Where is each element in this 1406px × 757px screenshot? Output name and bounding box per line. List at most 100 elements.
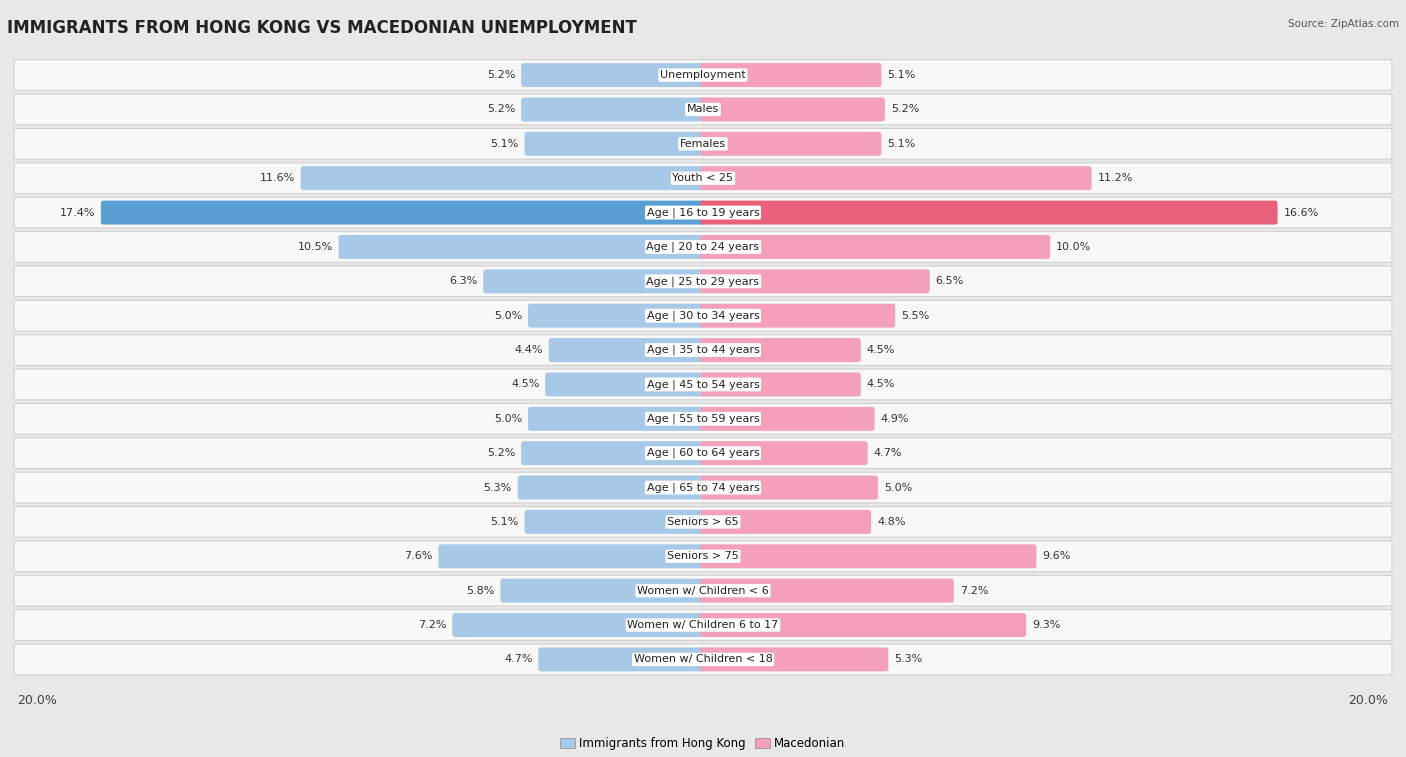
FancyBboxPatch shape [14, 198, 1392, 228]
Text: 9.6%: 9.6% [1042, 551, 1071, 561]
FancyBboxPatch shape [501, 578, 706, 603]
Legend: Immigrants from Hong Kong, Macedonian: Immigrants from Hong Kong, Macedonian [555, 733, 851, 755]
FancyBboxPatch shape [538, 647, 706, 671]
Text: Age | 25 to 29 years: Age | 25 to 29 years [647, 276, 759, 287]
FancyBboxPatch shape [546, 372, 706, 397]
FancyBboxPatch shape [548, 338, 706, 362]
FancyBboxPatch shape [700, 235, 1050, 259]
FancyBboxPatch shape [522, 63, 706, 87]
Text: Age | 30 to 34 years: Age | 30 to 34 years [647, 310, 759, 321]
FancyBboxPatch shape [14, 403, 1392, 435]
FancyBboxPatch shape [700, 372, 860, 397]
Text: 5.1%: 5.1% [491, 139, 519, 149]
FancyBboxPatch shape [14, 472, 1392, 503]
Text: 5.1%: 5.1% [887, 70, 915, 80]
Text: Age | 55 to 59 years: Age | 55 to 59 years [647, 413, 759, 424]
Text: 4.9%: 4.9% [880, 414, 908, 424]
FancyBboxPatch shape [14, 232, 1392, 262]
Text: 4.5%: 4.5% [510, 379, 540, 389]
FancyBboxPatch shape [700, 407, 875, 431]
Text: 5.0%: 5.0% [494, 310, 522, 321]
FancyBboxPatch shape [14, 369, 1392, 400]
Text: Age | 65 to 74 years: Age | 65 to 74 years [647, 482, 759, 493]
FancyBboxPatch shape [14, 644, 1392, 674]
Text: Women w/ Children < 6: Women w/ Children < 6 [637, 586, 769, 596]
FancyBboxPatch shape [700, 98, 884, 121]
Text: Males: Males [688, 104, 718, 114]
FancyBboxPatch shape [14, 94, 1392, 125]
Text: 7.2%: 7.2% [418, 620, 446, 630]
FancyBboxPatch shape [700, 647, 889, 671]
Text: 5.3%: 5.3% [894, 654, 922, 665]
Text: 5.0%: 5.0% [494, 414, 522, 424]
Text: 5.2%: 5.2% [486, 448, 515, 458]
Text: 5.5%: 5.5% [901, 310, 929, 321]
FancyBboxPatch shape [700, 544, 1036, 569]
Text: Age | 35 to 44 years: Age | 35 to 44 years [647, 344, 759, 355]
Text: 5.3%: 5.3% [484, 482, 512, 493]
FancyBboxPatch shape [522, 98, 706, 121]
Text: 5.2%: 5.2% [891, 104, 920, 114]
Text: 4.4%: 4.4% [515, 345, 543, 355]
FancyBboxPatch shape [524, 510, 706, 534]
Text: 4.5%: 4.5% [866, 379, 896, 389]
Text: 6.5%: 6.5% [935, 276, 963, 286]
Text: 6.3%: 6.3% [449, 276, 478, 286]
Text: 20.0%: 20.0% [17, 694, 58, 707]
Text: Age | 60 to 64 years: Age | 60 to 64 years [647, 448, 759, 459]
Text: 11.2%: 11.2% [1098, 173, 1133, 183]
Text: 5.2%: 5.2% [486, 70, 515, 80]
FancyBboxPatch shape [14, 266, 1392, 297]
Text: 4.8%: 4.8% [877, 517, 905, 527]
Text: Unemployment: Unemployment [661, 70, 745, 80]
Text: 5.2%: 5.2% [486, 104, 515, 114]
FancyBboxPatch shape [14, 301, 1392, 331]
FancyBboxPatch shape [700, 63, 882, 87]
FancyBboxPatch shape [700, 338, 860, 362]
Text: Source: ZipAtlas.com: Source: ZipAtlas.com [1288, 19, 1399, 29]
FancyBboxPatch shape [700, 201, 1278, 225]
Text: 16.6%: 16.6% [1284, 207, 1319, 217]
Text: 5.8%: 5.8% [467, 586, 495, 596]
FancyBboxPatch shape [14, 335, 1392, 366]
Text: 5.1%: 5.1% [491, 517, 519, 527]
FancyBboxPatch shape [14, 575, 1392, 606]
FancyBboxPatch shape [524, 132, 706, 156]
FancyBboxPatch shape [700, 510, 872, 534]
FancyBboxPatch shape [700, 269, 929, 293]
Text: 11.6%: 11.6% [260, 173, 295, 183]
Text: Seniors > 75: Seniors > 75 [666, 551, 740, 561]
Text: 20.0%: 20.0% [1348, 694, 1389, 707]
Text: Youth < 25: Youth < 25 [672, 173, 734, 183]
FancyBboxPatch shape [529, 407, 706, 431]
Text: 4.5%: 4.5% [866, 345, 896, 355]
Text: 5.0%: 5.0% [884, 482, 912, 493]
Text: Age | 16 to 19 years: Age | 16 to 19 years [647, 207, 759, 218]
FancyBboxPatch shape [339, 235, 706, 259]
FancyBboxPatch shape [700, 132, 882, 156]
Text: 17.4%: 17.4% [59, 207, 96, 217]
FancyBboxPatch shape [453, 613, 706, 637]
FancyBboxPatch shape [301, 167, 706, 190]
Text: Age | 45 to 54 years: Age | 45 to 54 years [647, 379, 759, 390]
FancyBboxPatch shape [700, 167, 1091, 190]
Text: 10.0%: 10.0% [1056, 242, 1091, 252]
Text: Women w/ Children 6 to 17: Women w/ Children 6 to 17 [627, 620, 779, 630]
FancyBboxPatch shape [517, 475, 706, 500]
FancyBboxPatch shape [700, 304, 896, 328]
FancyBboxPatch shape [700, 613, 1026, 637]
Text: 9.3%: 9.3% [1032, 620, 1060, 630]
Text: Seniors > 65: Seniors > 65 [668, 517, 738, 527]
FancyBboxPatch shape [14, 60, 1392, 90]
Text: IMMIGRANTS FROM HONG KONG VS MACEDONIAN UNEMPLOYMENT: IMMIGRANTS FROM HONG KONG VS MACEDONIAN … [7, 19, 637, 37]
FancyBboxPatch shape [14, 541, 1392, 572]
FancyBboxPatch shape [101, 201, 706, 225]
FancyBboxPatch shape [700, 578, 953, 603]
Text: Age | 20 to 24 years: Age | 20 to 24 years [647, 241, 759, 252]
Text: 5.1%: 5.1% [887, 139, 915, 149]
FancyBboxPatch shape [700, 441, 868, 465]
Text: 10.5%: 10.5% [298, 242, 333, 252]
FancyBboxPatch shape [14, 506, 1392, 537]
FancyBboxPatch shape [14, 163, 1392, 194]
FancyBboxPatch shape [529, 304, 706, 328]
